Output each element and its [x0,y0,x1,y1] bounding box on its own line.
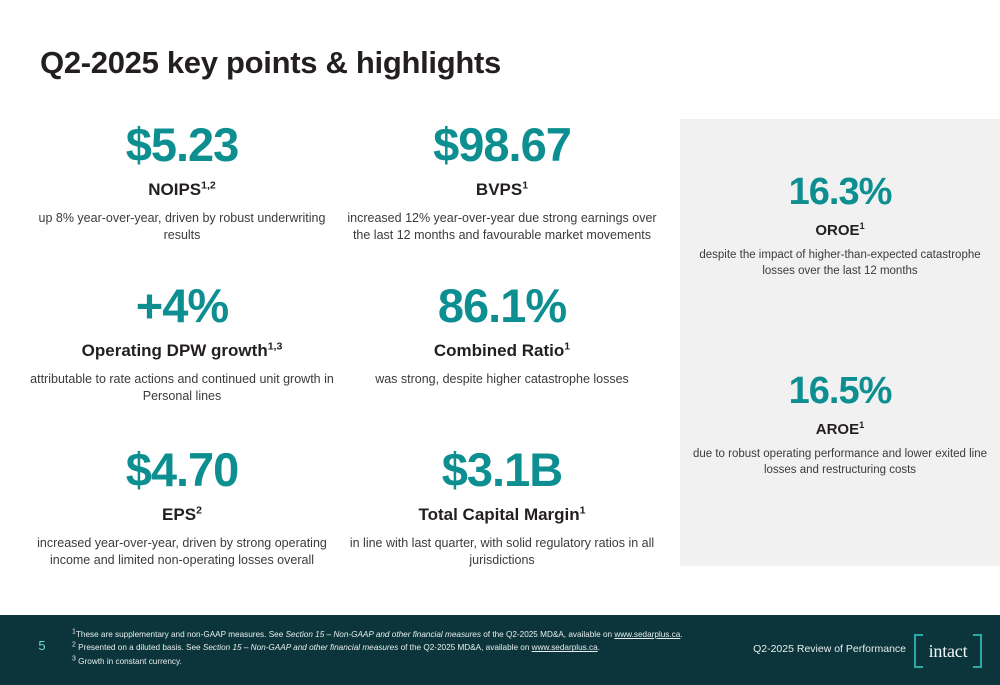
deck-name: Q2-2025 Review of Performance [753,643,906,655]
footer-bar [0,615,1000,685]
footnote-ref: 1,3 [267,340,283,353]
metric-value: $4.70 [125,443,240,496]
metric-description: in line with last quarter, with solid re… [349,535,655,567]
footnote-item: 2 Presented on a diluted basis. See Sect… [72,641,672,654]
footnote-marker: 3 [72,654,76,662]
metric-description: attributable to rate actions and continu… [30,371,334,403]
metric-description: despite the impact of higher-than-expect… [699,249,981,278]
metric-label: Operating DPW growth1,3 [22,341,342,361]
footnote-text-b: of the Q2-2025 MD&A, available on [480,630,615,639]
footnote-link[interactable]: www.sedarplus.ca [614,630,681,639]
metric-card-total-capital-margin: $3.1B Total Capital Margin1 in line with… [342,446,662,569]
metric-label-text: AROE [815,421,860,438]
metric-value: 86.1% [437,279,567,332]
page-title: Q2-2025 key points & highlights [40,45,501,80]
footnote-text-a: Growth in constant currency. [75,656,182,666]
metric-value: 16.3% [788,171,893,213]
metric-label-text: Combined Ratio [433,341,565,360]
footnote-text-c: . [680,630,683,639]
footnote-link[interactable]: www.sedarplus.ca [531,643,598,653]
metric-label-text: OROE [815,222,860,239]
footnote-text-c: . [597,643,600,653]
footnote-ref: 1 [564,340,571,353]
metric-description: due to robust operating performance and … [692,448,988,477]
metric-card-noips: $5.23 NOIPS1,2 up 8% year-over-year, dri… [22,121,342,244]
metric-label: EPS2 [22,505,342,525]
footnote-ref: 1 [522,179,529,192]
footnote-ref: 1 [859,420,865,430]
metric-card-oroe: 16.3% OROE1 despite the impact of higher… [690,173,990,280]
metric-label-text: EPS [162,505,197,524]
metric-value: $98.67 [433,118,572,171]
metric-label: OROE1 [690,221,990,239]
metric-card-eps: $4.70 EPS2 increased year-over-year, dri… [22,446,342,569]
left-bracket-icon [914,634,923,668]
metric-label: Combined Ratio1 [342,341,662,361]
footnote-ref: 1,2 [201,179,216,192]
logo-wordmark: intact [928,641,968,661]
footnote-italic: Section 15 – Non-GAAP and other financia… [285,630,481,639]
footnote-marker: 2 [72,641,76,649]
footnote-text-a: These are supplementary and non-GAAP mea… [75,630,286,639]
metric-description: increased year-over-year, driven by stro… [37,535,327,567]
metric-value: 16.5% [788,370,893,412]
metric-description: increased 12% year-over-year due strong … [347,210,657,242]
metric-label-text: Total Capital Margin [418,505,580,524]
metric-label-text: BVPS [475,180,523,199]
metric-card-aroe: 16.5% AROE1 due to robust operating perf… [690,372,990,479]
metric-value: $5.23 [125,118,240,171]
metric-label: AROE1 [690,420,990,438]
metric-card-combined-ratio: 86.1% Combined Ratio1 was strong, despit… [342,282,662,388]
metric-label: NOIPS1,2 [22,180,342,200]
metric-description: up 8% year-over-year, driven by robust u… [38,210,326,242]
right-highlight-panel [680,119,1000,566]
footnote-italic: Section 15 – Non-GAAP and other financia… [202,643,399,653]
page-number: 5 [38,638,46,653]
footnote-ref: 1 [579,504,586,517]
footnote-marker: 1 [72,628,76,636]
metric-card-bvps: $98.67 BVPS1 increased 12% year-over-yea… [342,121,662,244]
footnote-ref: 1 [859,221,865,231]
metric-label: Total Capital Margin1 [342,505,662,525]
intact-logo: intact [914,634,982,668]
footnote-text-b: of the Q2-2025 MD&A, available on [398,643,532,653]
metric-label: BVPS1 [342,180,662,200]
footnote-item: 3 Growth in constant currency. [72,655,672,668]
footnote-text-a: Presented on a diluted basis. See [75,643,203,653]
footnotes-block: 1These are supplementary and non-GAAP me… [72,628,683,668]
metric-label-text: Operating DPW growth [81,341,268,360]
metric-card-operating-dpw-growth: +4% Operating DPW growth1,3 attributable… [22,282,342,405]
metric-label-text: NOIPS [148,180,202,199]
footnote-ref: 2 [196,504,202,517]
metric-description: was strong, despite higher catastrophe l… [375,371,629,386]
right-bracket-icon [973,634,982,668]
metric-value: $3.1B [441,443,563,496]
footnote-item: 1These are supplementary and non-GAAP me… [72,628,683,641]
metric-value: +4% [135,279,229,332]
